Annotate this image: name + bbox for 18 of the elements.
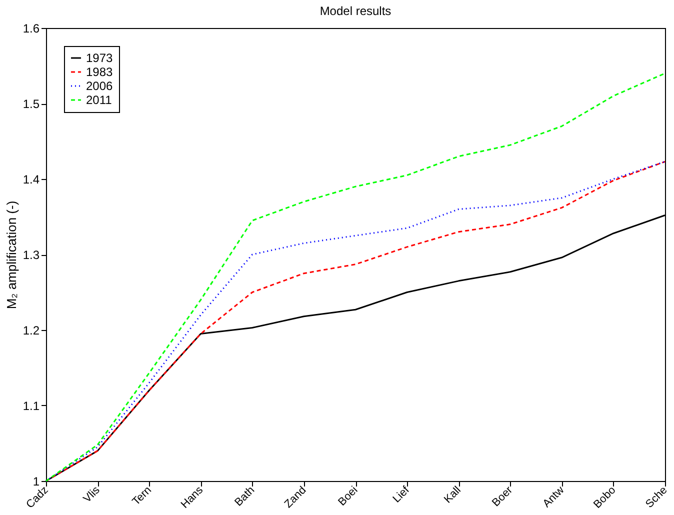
x-tick-label: Tern xyxy=(130,484,154,508)
legend-label: 2011 xyxy=(86,93,112,107)
y-tick-label: 1.3 xyxy=(22,248,40,262)
y-tick-label: 1.2 xyxy=(22,324,40,338)
legend-label: 1983 xyxy=(86,65,114,79)
y-axis-title: M₂ amplification (-) xyxy=(4,200,19,310)
y-tick-label: 1.4 xyxy=(22,172,40,186)
y-tick-label: 1.5 xyxy=(22,97,40,111)
x-tick-label: Bath xyxy=(232,484,258,509)
chart-title: Model results xyxy=(320,4,392,18)
y-tick-label: 1 xyxy=(32,474,40,488)
x-tick-label: Vlis xyxy=(81,484,103,506)
y-tick-label: 1.6 xyxy=(22,22,40,36)
legend-label: 2006 xyxy=(86,79,114,93)
y-tick-label: 1.1 xyxy=(22,399,40,413)
x-tick-label: Lief xyxy=(390,484,412,506)
legend-label: 1973 xyxy=(86,51,114,65)
x-tick-label: Kall xyxy=(442,484,464,506)
